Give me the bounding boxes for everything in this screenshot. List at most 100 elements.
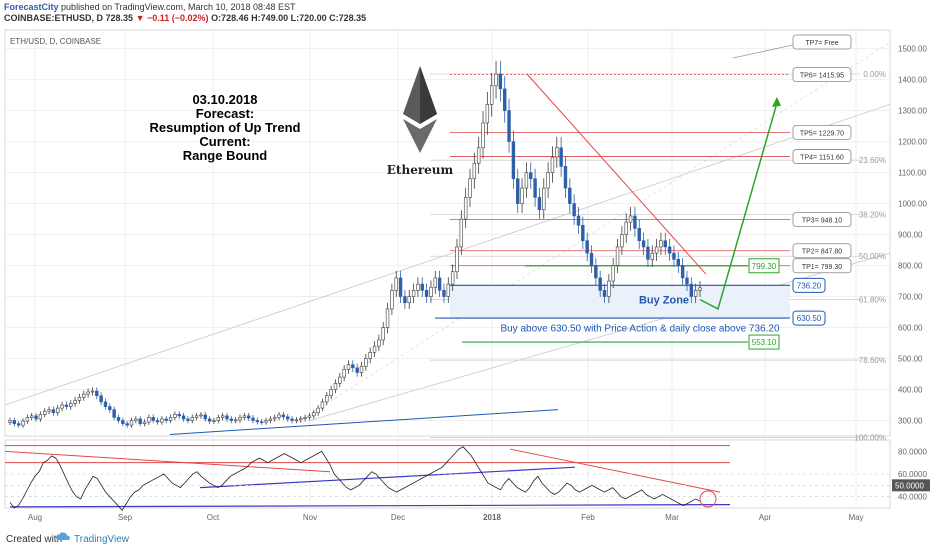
candle-body bbox=[103, 401, 108, 407]
y-tick-label: 800.00 bbox=[898, 262, 923, 271]
candle-body bbox=[628, 215, 633, 223]
target-callout-box bbox=[792, 67, 852, 83]
y-tick-label: 900.00 bbox=[898, 231, 923, 240]
candle-body bbox=[281, 414, 286, 418]
last-price: 728.35 bbox=[105, 13, 134, 23]
x-tick-label: Sep bbox=[118, 513, 133, 522]
candle-body bbox=[134, 418, 138, 421]
rsi-tick-label: 80.0000 bbox=[898, 447, 927, 456]
created-with-label: Created with bbox=[6, 534, 63, 545]
candle-body bbox=[698, 287, 702, 291]
price-level-box bbox=[792, 277, 826, 293]
candle-body bbox=[51, 409, 56, 414]
candle-body bbox=[633, 215, 637, 229]
candle-body bbox=[173, 414, 177, 418]
candle-body bbox=[459, 218, 464, 248]
x-tick-label: Dec bbox=[391, 513, 405, 522]
candle-body bbox=[155, 420, 160, 423]
chart-header: ForecastCity published on TradingView.co… bbox=[0, 0, 932, 24]
rsi-last-value-label: 50.0000 bbox=[895, 481, 924, 490]
candle-body bbox=[325, 395, 329, 403]
candle-body bbox=[381, 327, 385, 341]
candle-body bbox=[16, 423, 21, 426]
candle-body bbox=[498, 73, 503, 90]
price-level-label: 630.50 bbox=[797, 314, 822, 323]
candle-body bbox=[429, 286, 433, 297]
candle-body bbox=[624, 221, 628, 235]
x-tick-label: Feb bbox=[581, 513, 595, 522]
chart-title: ETH/USD, D, COINBASE bbox=[10, 37, 101, 46]
candle-body bbox=[594, 265, 598, 279]
rsi-trend-red-line-2 bbox=[509, 448, 721, 493]
candle-body bbox=[377, 339, 381, 347]
symbol-label: COINBASE:ETHUSD, D bbox=[4, 13, 104, 23]
candle-body bbox=[620, 234, 624, 248]
candle-body bbox=[437, 277, 442, 291]
y-tick-label: 1400.00 bbox=[898, 76, 927, 85]
candle-body bbox=[64, 404, 69, 407]
fib-level-label: 100.00% bbox=[854, 434, 886, 443]
candle-body bbox=[34, 415, 38, 420]
target-callout-label: TP1= 799.30 bbox=[802, 264, 842, 271]
rsi-highlight-circle bbox=[699, 490, 717, 508]
y-tick-label: 1100.00 bbox=[898, 169, 927, 178]
fib-level-label: 61.80% bbox=[859, 296, 886, 305]
y-tick-label: 400.00 bbox=[898, 386, 923, 395]
candle-body bbox=[60, 404, 64, 409]
candle-body bbox=[238, 417, 242, 421]
candle-body bbox=[680, 265, 685, 279]
chart-footer: Created with TradingView bbox=[0, 528, 932, 550]
candle-body bbox=[29, 415, 34, 418]
candle-body bbox=[424, 290, 429, 297]
candle-body bbox=[99, 395, 103, 403]
target-callout-pointer bbox=[732, 44, 794, 59]
candle-body bbox=[338, 376, 342, 384]
tradingview-brand[interactable]: TradingView bbox=[74, 534, 130, 545]
x-tick-label: Nov bbox=[303, 513, 317, 522]
price-level-label: 736.20 bbox=[797, 281, 822, 290]
rsi-base-blue-line bbox=[9, 504, 731, 508]
candle-body bbox=[359, 365, 364, 373]
candle-body bbox=[503, 88, 507, 111]
candle-body bbox=[355, 367, 359, 373]
candle-body bbox=[433, 277, 437, 288]
price-level-label: 553.10 bbox=[752, 338, 777, 347]
candle-body bbox=[147, 417, 151, 423]
candle-body bbox=[294, 419, 299, 422]
buy-zone-label: Buy Zone bbox=[639, 295, 689, 307]
candle-body bbox=[168, 417, 173, 421]
candle-body bbox=[533, 178, 537, 198]
candle-body bbox=[524, 172, 529, 189]
ethereum-logo-text: Ethereum bbox=[387, 163, 454, 177]
candle-body bbox=[663, 240, 667, 248]
candle-body bbox=[56, 407, 60, 414]
y-tick-label: 700.00 bbox=[898, 293, 923, 302]
candle-body bbox=[589, 252, 594, 266]
forecast-annotation-line: Range Bound bbox=[183, 148, 268, 163]
candle-body bbox=[693, 290, 698, 297]
x-tick-label: Apr bbox=[759, 513, 772, 522]
candle-body bbox=[559, 147, 563, 167]
candle-body bbox=[472, 162, 477, 180]
candle-body bbox=[485, 104, 490, 124]
fib-level-label: 23.60% bbox=[859, 156, 886, 165]
candle-body bbox=[190, 417, 194, 421]
candle-body bbox=[286, 416, 290, 420]
target-callout-label: TP6= 1415.95 bbox=[800, 73, 844, 80]
candle-body bbox=[659, 240, 663, 248]
candle-body bbox=[555, 147, 559, 158]
candle-body bbox=[129, 420, 134, 426]
candle-body bbox=[8, 420, 12, 423]
tradingview-cloud-icon bbox=[56, 532, 70, 540]
candle-body bbox=[489, 85, 494, 105]
fib-level-label: 38.20% bbox=[859, 210, 886, 219]
candle-body bbox=[342, 369, 346, 378]
candle-body bbox=[216, 417, 221, 421]
author-link[interactable]: ForecastCity bbox=[4, 2, 59, 12]
candle-body bbox=[416, 283, 420, 291]
candle-body bbox=[151, 417, 155, 421]
candle-body bbox=[329, 389, 333, 397]
candle-body bbox=[229, 418, 234, 421]
candle-body bbox=[307, 415, 312, 418]
